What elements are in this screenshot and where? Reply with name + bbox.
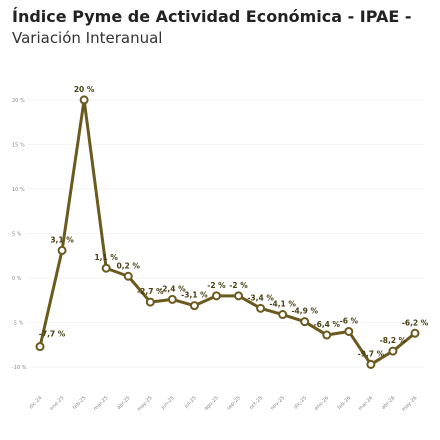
value-label: -4,1 %: [269, 300, 296, 309]
value-label: -9,7 %: [358, 349, 385, 358]
y-tick-label: -5 %: [12, 321, 24, 327]
point: [256, 303, 266, 313]
point: [410, 328, 420, 338]
y-tick-label: 10 %: [12, 187, 25, 193]
value-label: -2,7 %: [137, 287, 164, 296]
x-tick-label: sep-25: [226, 395, 242, 411]
x-tick-label: abr-26: [381, 395, 397, 411]
point: [322, 330, 332, 340]
value-label: -8,2 %: [380, 336, 407, 345]
series-line: [38, 98, 416, 366]
x-tick-label: dic-25: [293, 395, 308, 410]
point: [79, 95, 89, 105]
x-tick-label: ene-26: [314, 395, 331, 412]
point: [189, 301, 199, 311]
value-label: -2 %: [207, 281, 226, 290]
value-label: -4,9 %: [291, 307, 318, 316]
x-tick-label: dic-24: [28, 395, 43, 410]
value-label: -6,2 %: [402, 318, 429, 327]
x-tick-label: ago-25: [203, 395, 220, 412]
point: [211, 291, 221, 301]
point: [366, 359, 376, 369]
value-label: -6 %: [340, 316, 359, 325]
value-label: 20 %: [74, 85, 95, 94]
x-tick-label: feb-25: [72, 395, 88, 411]
value-label: 1,1 %: [94, 253, 118, 262]
value-label: 0,2 %: [117, 261, 141, 270]
y-tick-label: 15 %: [12, 142, 25, 148]
x-tick-label: jun-25: [160, 395, 176, 411]
y-tick-label: -10 %: [12, 365, 27, 371]
x-tick-label: nov-25: [270, 395, 286, 411]
point: [278, 310, 288, 320]
value-label: -2 %: [229, 281, 248, 290]
point: [123, 271, 133, 281]
point: [57, 245, 67, 255]
x-tick-label: mar-26: [357, 395, 374, 412]
value-label: -2,4 %: [159, 284, 186, 293]
value-label: -7,7 %: [39, 330, 66, 339]
x-tick-label: feb-26: [337, 395, 353, 411]
value-label: -6,4 %: [313, 320, 340, 329]
value-label: 3,1 %: [50, 235, 74, 244]
y-tick-label: 0 %: [12, 276, 22, 282]
point: [145, 297, 155, 307]
value-label: -3,4 %: [247, 293, 274, 302]
x-tick-label: jul-25: [183, 395, 198, 410]
x-tick-label: ene-25: [49, 395, 66, 412]
chart-title: Índice Pyme de Actividad Económica - IPA…: [12, 7, 412, 26]
point: [300, 317, 310, 327]
x-tick-label: abr-25: [116, 395, 132, 411]
point: [101, 263, 111, 273]
y-tick-label: 5 %: [12, 232, 22, 238]
point: [234, 291, 244, 301]
chart-subtitle: Variación Interanual: [12, 29, 162, 47]
point: [344, 326, 354, 336]
x-tick-label: may-26: [401, 395, 419, 413]
value-label: -3,1 %: [181, 291, 208, 300]
x-tick-label: mar-25: [93, 395, 110, 412]
point: [167, 294, 177, 304]
y-tick-label: 20 %: [12, 98, 25, 104]
point: [388, 346, 398, 356]
x-tick-label: may-25: [136, 395, 154, 413]
x-tick-label: oct-25: [248, 395, 264, 411]
point: [35, 342, 45, 352]
